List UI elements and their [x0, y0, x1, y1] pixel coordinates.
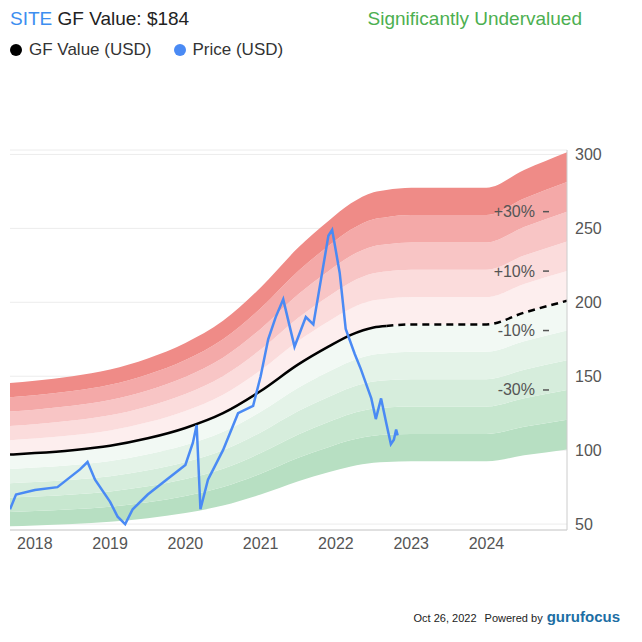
html-text:SITE GF Value: $184: SITE GF Value: $184	[10, 8, 190, 29]
svg-text:+10%: +10%	[494, 263, 535, 280]
html-text:Price (USD): Price (USD)	[192, 40, 284, 59]
html-text:Powered by gurufocus: Powered by gurufocus	[484, 608, 620, 625]
html-text:Oct 26, 2022: Oct 26, 2022	[413, 612, 477, 624]
svg-text:250: 250	[575, 220, 602, 237]
svg-text:2021: 2021	[243, 535, 279, 552]
svg-text:200: 200	[575, 294, 602, 311]
svg-text:150: 150	[575, 368, 602, 385]
svg-text:2024: 2024	[469, 535, 505, 552]
svg-text:-30%: -30%	[498, 381, 535, 398]
svg-text:-10%: -10%	[498, 322, 535, 339]
html-text:Significantly Undervalued: Significantly Undervalued	[367, 8, 582, 29]
svg-text:2022: 2022	[318, 535, 354, 552]
svg-text:100: 100	[575, 442, 602, 459]
svg-text:50: 50	[575, 516, 593, 533]
svg-text:2019: 2019	[92, 535, 128, 552]
svg-text:+30%: +30%	[494, 203, 535, 220]
html-text:GF Value (USD): GF Value (USD)	[29, 40, 152, 59]
svg-text:2020: 2020	[168, 535, 204, 552]
svg-text:2018: 2018	[17, 535, 53, 552]
svg-text:300: 300	[575, 146, 602, 163]
svg-text:2023: 2023	[393, 535, 429, 552]
